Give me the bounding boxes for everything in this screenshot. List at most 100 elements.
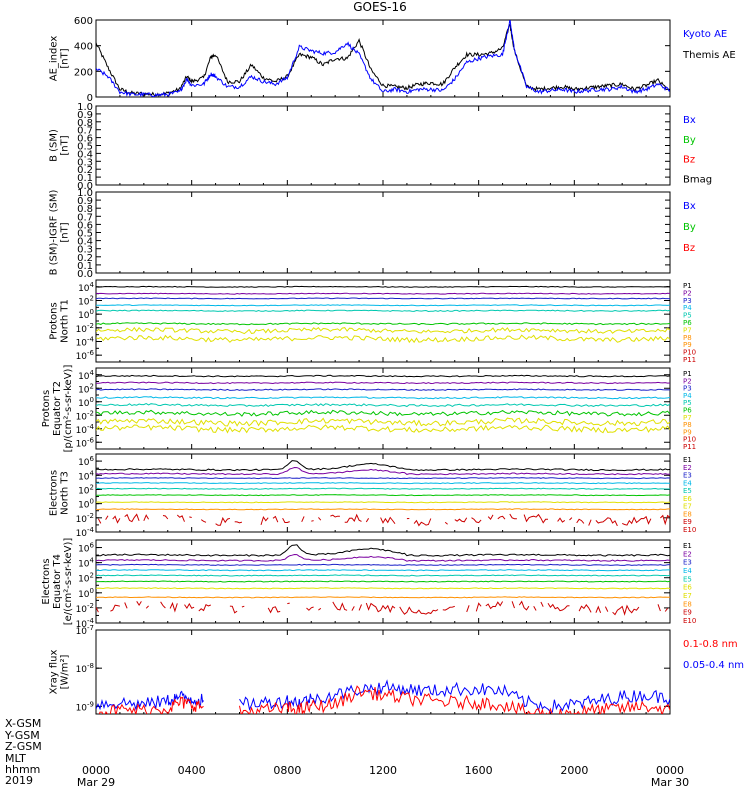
legend-entry: Bmag bbox=[683, 174, 712, 185]
series-line-e5 bbox=[96, 487, 670, 490]
time-tick-label: 0000 bbox=[656, 764, 684, 777]
legend-entry: P9 bbox=[683, 341, 692, 349]
series-line-p7 bbox=[96, 417, 670, 427]
series-group bbox=[96, 679, 670, 714]
panel-frame bbox=[95, 191, 671, 274]
legend-entry: P4 bbox=[683, 304, 692, 312]
series-line-kyoto-ae bbox=[96, 20, 670, 97]
y-axis-label: Protons bbox=[49, 302, 60, 339]
series-line-e2 bbox=[96, 466, 670, 476]
series-line-0-1-0-8-nm bbox=[98, 696, 204, 714]
y-axis-label: [nT] bbox=[60, 222, 71, 242]
y-tick-label: 100 bbox=[78, 308, 94, 321]
y-tick-label: 0.3 bbox=[77, 157, 93, 168]
legend-entry: Bx bbox=[683, 115, 696, 126]
y-tick-label: 10-4 bbox=[76, 526, 95, 539]
legend-entry: E8 bbox=[683, 510, 692, 518]
y-tick-label: 10-4 bbox=[76, 423, 95, 436]
legend-entry: E7 bbox=[683, 592, 692, 600]
legend-entry: E5 bbox=[683, 487, 692, 495]
legend-entry: By bbox=[683, 222, 696, 233]
y-tick-label: 400 bbox=[74, 42, 93, 53]
legend-entry: Bz bbox=[683, 243, 695, 254]
y-axis-label: Xray flux bbox=[49, 650, 60, 695]
series-line-p6 bbox=[96, 322, 670, 326]
legend-entry: E9 bbox=[683, 609, 692, 617]
series-line-e6 bbox=[96, 580, 670, 583]
legend-entry: P1 bbox=[683, 370, 692, 378]
y-tick-label: 0.9 bbox=[77, 110, 93, 121]
footer-label-mlt: MLT bbox=[5, 752, 26, 765]
y-tick-label: 100 bbox=[78, 498, 94, 511]
series-line-e5 bbox=[96, 574, 670, 577]
y-tick-label: 10-2 bbox=[76, 602, 94, 615]
y-tick-label: 10-9 bbox=[76, 700, 94, 713]
y-tick-label: 100 bbox=[78, 587, 94, 600]
y-tick-label: 10-6 bbox=[76, 436, 95, 449]
series-line-0-05-0-4-nm bbox=[96, 690, 204, 711]
panel-bsm: 0.00.10.20.30.40.50.60.70.80.91.0 B (SM)[… bbox=[49, 102, 713, 192]
plot-title: GOES-16 bbox=[353, 0, 407, 14]
series-line-e8 bbox=[96, 508, 670, 511]
legend-entry: P2 bbox=[683, 289, 692, 297]
y-axis-label: [nT] bbox=[60, 48, 71, 68]
y-tick-label: 0.5 bbox=[77, 142, 93, 153]
series-line-p2 bbox=[96, 292, 670, 295]
y-tick-label: 104 bbox=[78, 281, 94, 294]
y-tick-label: 104 bbox=[78, 557, 94, 570]
series-line-p3 bbox=[96, 388, 670, 391]
y-axis-label: Protons bbox=[41, 390, 52, 427]
legend-entry: Themis AE bbox=[682, 50, 736, 61]
legend-entry: P4 bbox=[683, 392, 692, 400]
series-line-e1 bbox=[96, 544, 670, 557]
y-tick-label: 10-6 bbox=[76, 349, 95, 362]
y-tick-label: 0 bbox=[87, 93, 93, 104]
y-tick-label: 102 bbox=[78, 295, 94, 308]
series-line-e9 bbox=[97, 513, 670, 527]
legend-entry: Kyoto AE bbox=[683, 29, 727, 40]
series-group bbox=[96, 544, 670, 616]
y-axis-label: [p/(cm²-s-sr-keV)] bbox=[63, 365, 74, 453]
time-tick-label: 1200 bbox=[369, 764, 397, 777]
legend-entry: E2 bbox=[683, 550, 692, 558]
series-group bbox=[96, 460, 670, 527]
panel-frame bbox=[95, 279, 671, 363]
y-tick-label: 0.9 bbox=[77, 196, 93, 207]
legend-entry: E3 bbox=[683, 559, 692, 567]
y-tick-label: 0.2 bbox=[77, 253, 93, 264]
time-tick-label: 1600 bbox=[465, 764, 493, 777]
series-line-e9 bbox=[96, 600, 668, 616]
series-line-p2 bbox=[96, 381, 670, 385]
series-line-e8 bbox=[96, 596, 670, 599]
legend-entry: P6 bbox=[683, 407, 692, 415]
legend-entry: P2 bbox=[683, 377, 692, 385]
series-line-p3 bbox=[96, 297, 670, 300]
y-tick-label: 0.2 bbox=[77, 165, 93, 176]
y-tick-label: 0.6 bbox=[77, 220, 93, 231]
legend-entry: By bbox=[683, 135, 696, 146]
series-line-themis-ae bbox=[96, 23, 670, 97]
legend-entry: P7 bbox=[683, 414, 692, 422]
legend-entry: P5 bbox=[683, 312, 692, 320]
y-tick-label: 10-4 bbox=[76, 336, 95, 349]
legend-entry: Bz bbox=[683, 155, 695, 166]
series-group bbox=[96, 20, 670, 97]
time-tick-label: 0800 bbox=[273, 764, 301, 777]
legend-entry: E1 bbox=[683, 456, 692, 464]
y-axis-label: [nT] bbox=[60, 135, 71, 155]
footer-label-year: 2019 bbox=[5, 774, 33, 787]
footer-label-zgsm: Z-GSM bbox=[5, 740, 42, 753]
series-line-e7 bbox=[96, 587, 670, 590]
panel-ae: 0 200 400 600 AE_index [nT] Kyoto AE Themis AE bbox=[49, 16, 736, 104]
y-tick-label: 104 bbox=[78, 469, 94, 482]
y-tick-label: 0.4 bbox=[77, 237, 93, 248]
y-axis-label: [e/(cm²-s-sr-keV)] bbox=[63, 538, 74, 626]
legend-entry: P1 bbox=[683, 282, 692, 290]
series-line-0-1-0-8-nm bbox=[239, 685, 670, 714]
legend-entry: E9 bbox=[683, 518, 692, 526]
